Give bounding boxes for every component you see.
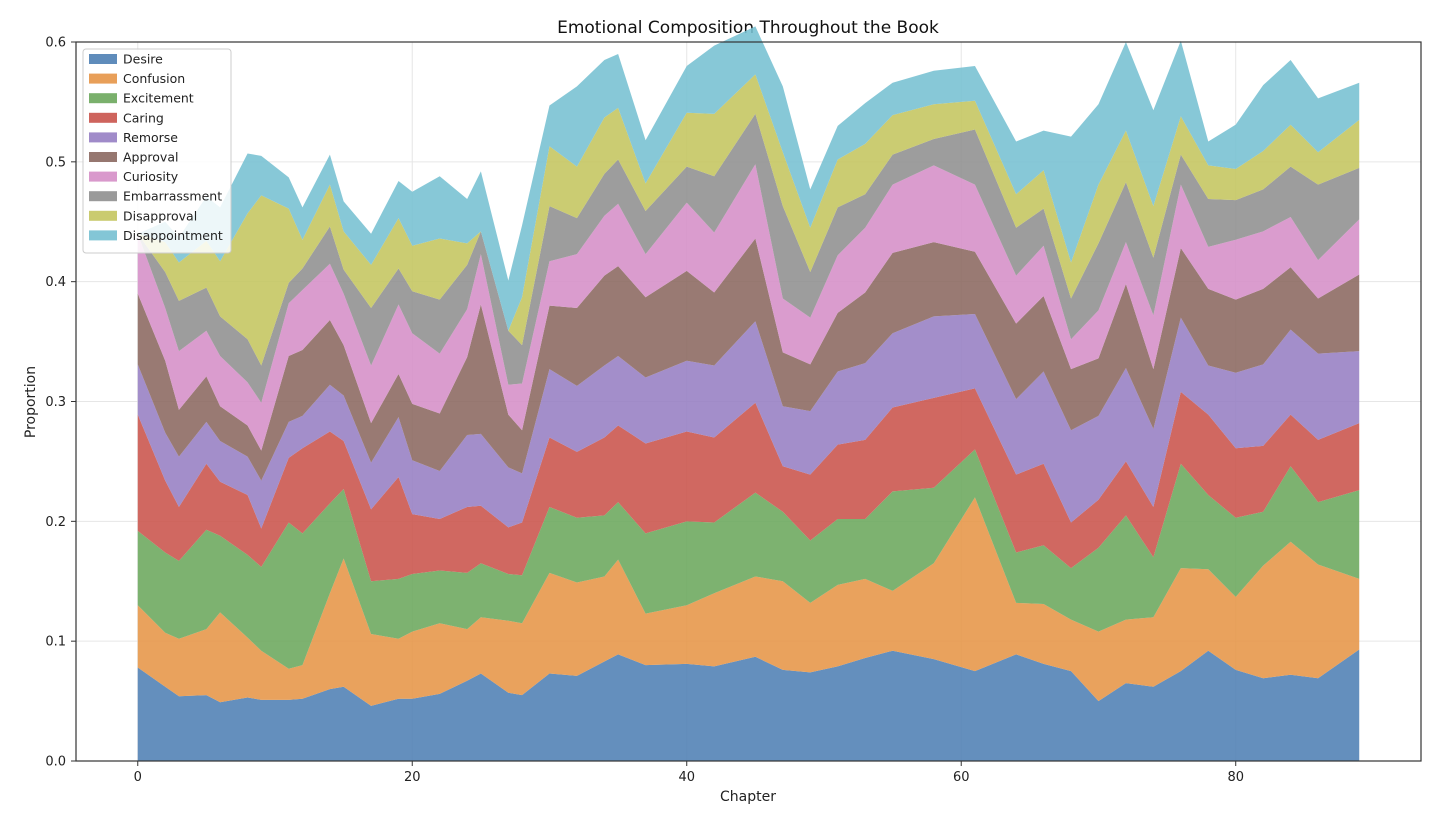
legend-swatch-caring (89, 112, 117, 123)
area-series-remorse (137, 314, 1360, 529)
legend-swatch-disapproval (89, 210, 117, 221)
legend-swatch-approval (89, 152, 117, 162)
legend-swatch-remorse (89, 132, 117, 143)
legend-swatch-embarrassment (89, 191, 117, 202)
legend-label-embarrassment: Embarrassment (123, 189, 222, 204)
area-series-caring (137, 388, 1360, 582)
legend-label-approval: Approval (123, 150, 178, 165)
x-tick-label: 80 (1227, 770, 1244, 785)
area-series-approval (137, 238, 1360, 481)
legend-swatch-desire (89, 54, 117, 64)
area-series-confusion (137, 497, 1360, 706)
area-series-disapproval (137, 74, 1360, 366)
axes: 0 20 40 60 80 0.0 0.1 0.2 0.3 0.4 0.5 0.6 (45, 36, 1422, 785)
legend-swatch-disappointment (89, 230, 117, 241)
legend-label-remorse: Remorse (123, 130, 178, 145)
area-series-group (137, 26, 1360, 761)
legend-label-confusion: Confusion (123, 71, 185, 86)
legend-label-desire: Desire (123, 52, 163, 67)
x-tick-label: 0 (134, 770, 142, 785)
x-tick-label: 20 (404, 770, 421, 785)
legend-label-excitement: Excitement (123, 91, 194, 106)
x-tick-label: 60 (953, 770, 970, 785)
area-series-curiosity (137, 164, 1360, 451)
x-tick-label: 40 (678, 770, 695, 785)
y-tick-label: 0.5 (45, 155, 66, 170)
chart-title: Emotional Composition Throughout the Boo… (557, 18, 939, 38)
area-series-embarrassment (137, 113, 1360, 403)
legend-swatch-confusion (89, 73, 117, 84)
area-series-excitement (137, 449, 1360, 669)
legend-label-disapproval: Disapproval (123, 208, 197, 223)
area-series-desire (137, 649, 1360, 761)
y-tick-label: 0.4 (45, 275, 66, 290)
x-axis-label: Chapter (720, 789, 776, 805)
y-axis-label: Proportion (23, 366, 39, 438)
legend-label-disappointment: Disappointment (123, 228, 223, 243)
legend-label-caring: Caring (123, 110, 164, 125)
y-tick-label: 0.2 (45, 515, 66, 530)
legend: Desire Confusion Excitement Caring Remorse Ap… (82, 48, 232, 254)
legend-swatch-curiosity (89, 171, 117, 182)
legend-frame (82, 48, 232, 254)
legend-label-curiosity: Curiosity (123, 169, 179, 184)
y-tick-label: 0.6 (45, 36, 66, 51)
y-tick-label: 0.0 (45, 755, 66, 770)
y-tick-label: 0.1 (45, 635, 66, 650)
y-tick-label: 0.3 (45, 395, 66, 410)
legend-swatch-excitement (89, 93, 117, 104)
